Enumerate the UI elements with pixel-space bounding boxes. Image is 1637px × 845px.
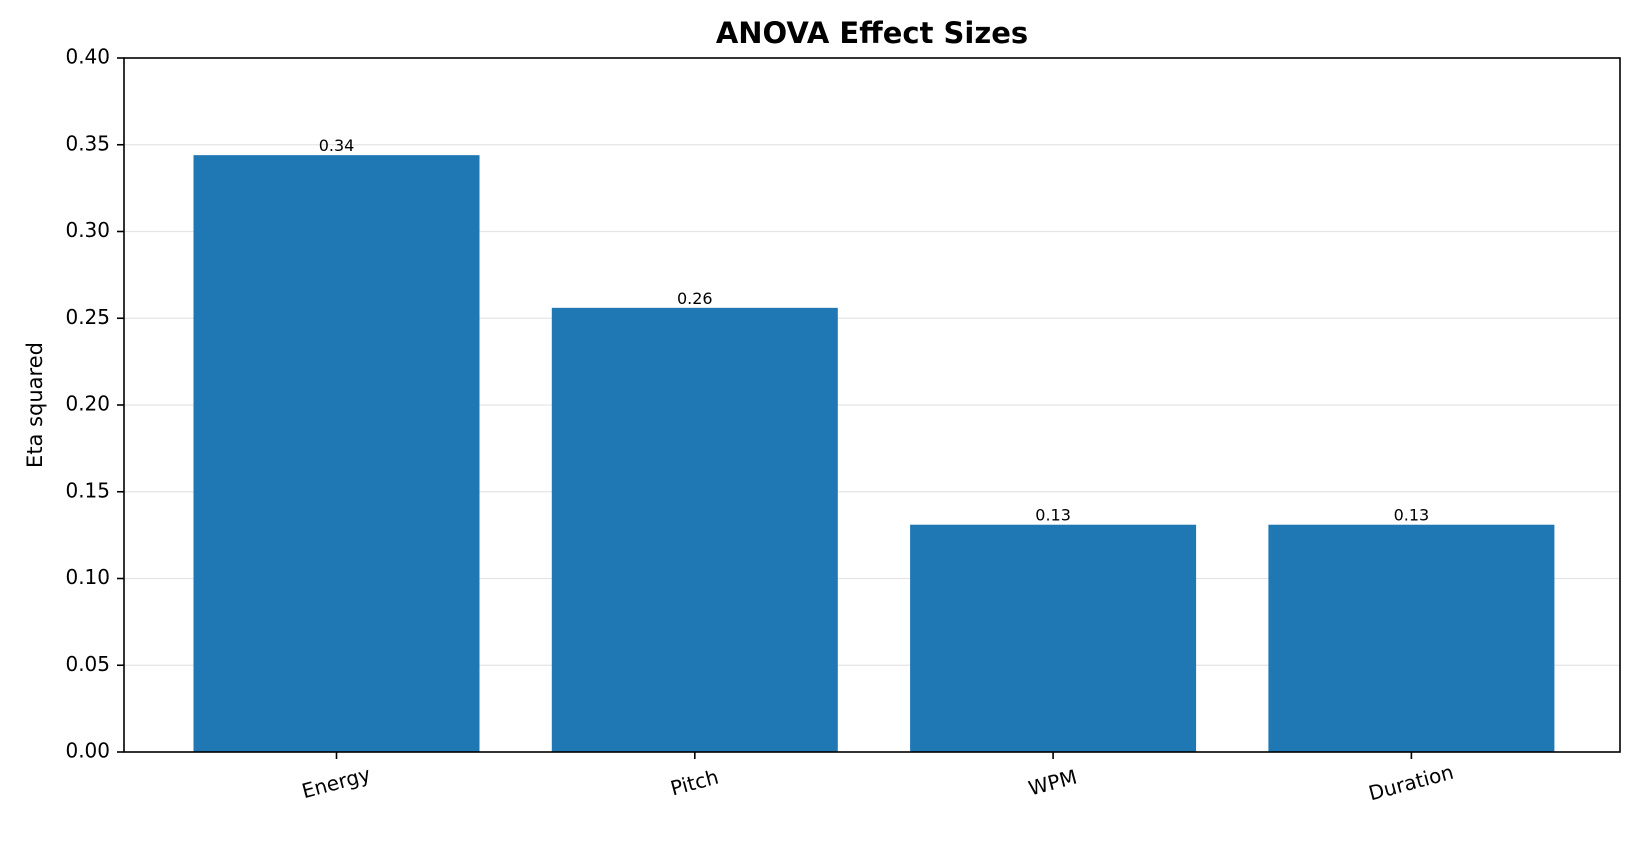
y-tick-label: 0.30	[65, 218, 110, 242]
y-tick-label: 0.05	[65, 652, 110, 676]
bar-value-label: 0.13	[1394, 506, 1430, 525]
y-tick-label: 0.25	[65, 305, 110, 329]
y-axis-label: Eta squared	[23, 342, 47, 468]
bar-value-label: 0.13	[1035, 506, 1071, 525]
bar-value-label: 0.26	[677, 289, 713, 308]
data-labels-layer: 0.34 0.26 0.13 0.13	[319, 136, 1430, 525]
y-tick-label: 0.10	[65, 565, 110, 589]
y-tick-label: 0.40	[65, 45, 110, 69]
chart-title: ANOVA Effect Sizes	[716, 16, 1028, 50]
bar	[551, 307, 838, 752]
y-tick-label: 0.20	[65, 392, 110, 416]
y-tick-label: 0.15	[65, 478, 110, 502]
y-tick-label: 0.00	[65, 739, 110, 763]
bar-value-label: 0.34	[319, 136, 355, 155]
bar	[193, 155, 480, 752]
bar	[910, 524, 1197, 752]
y-tick-label: 0.35	[65, 131, 110, 155]
bars-layer	[193, 155, 1555, 752]
y-axis: 0.00 0.05 0.10 0.15 0.20 0.25 0.30 0.35 0.40	[65, 45, 124, 763]
bar	[1268, 524, 1555, 752]
